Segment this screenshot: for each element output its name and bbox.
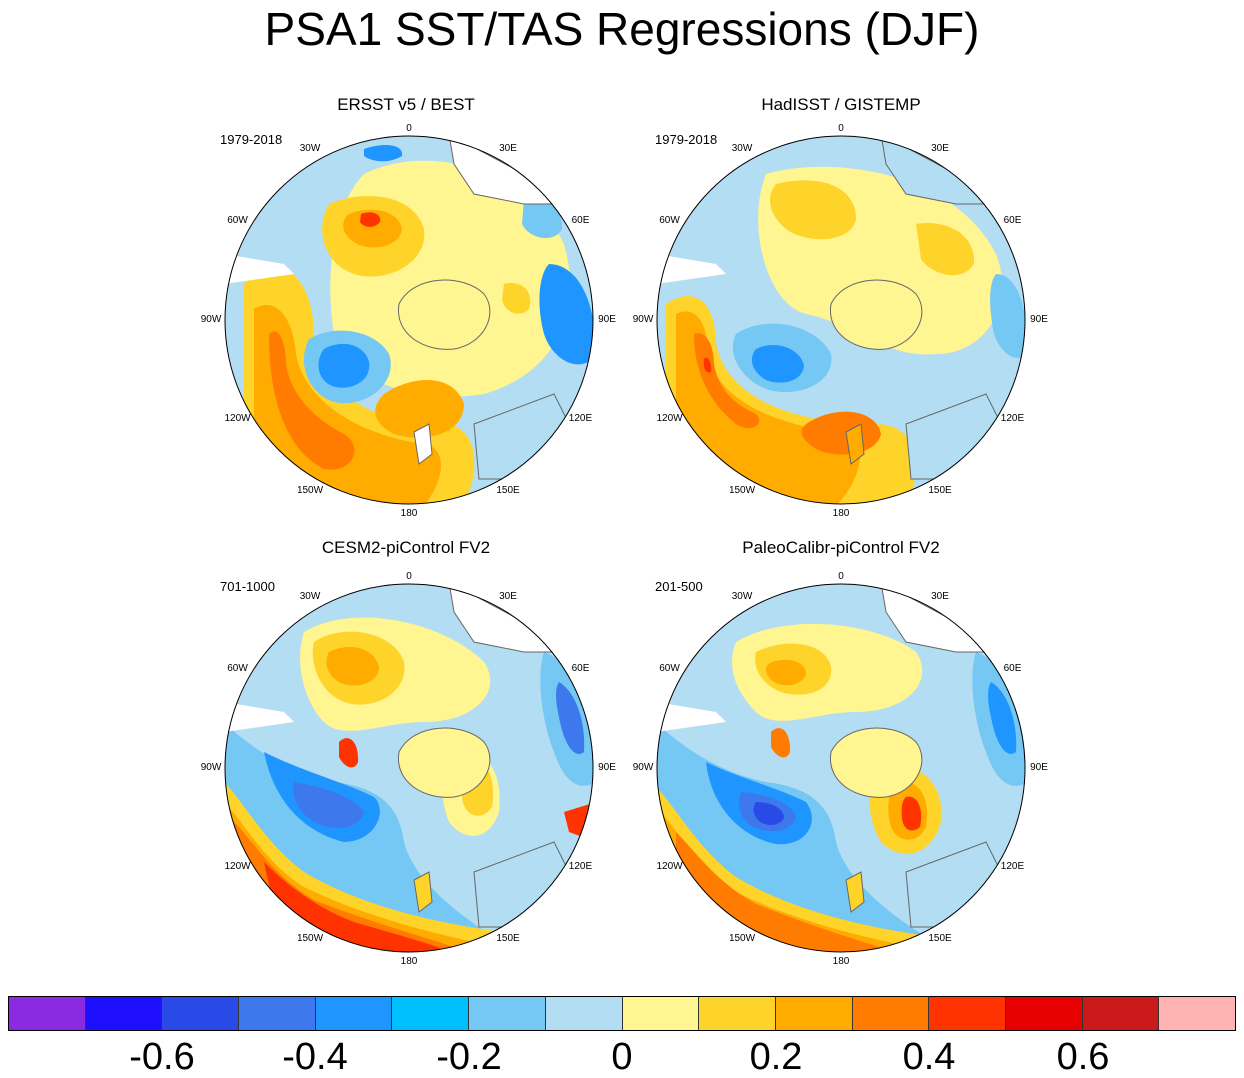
longitude-label: 60E [1003, 663, 1022, 674]
longitude-label: 150W [728, 485, 756, 497]
panel-4-title: PaleoCalibr-piControl FV2 [742, 538, 940, 557]
longitude-label: 0 [838, 571, 844, 582]
panel-1-title: ERSST v5 / BEST [337, 95, 475, 114]
polar-map-3 [224, 583, 594, 953]
colorbar-swatch [622, 997, 700, 1030]
panel-3-title: CESM2-piControl FV2 [321, 538, 491, 557]
longitude-label: 90W [632, 762, 654, 773]
colorbar-swatch [1159, 997, 1235, 1030]
polar-map-4 [656, 583, 1026, 953]
longitude-label: 150E [496, 933, 520, 945]
longitude-label: 120E [1000, 413, 1025, 424]
colorbar-label: -0.6 [129, 1036, 195, 1078]
panel-2-title: HadISST / GISTEMP [761, 95, 921, 114]
longitude-label: 60W [227, 663, 248, 674]
colorbar-swatch [392, 997, 470, 1030]
longitude-label: 90E [598, 314, 616, 325]
colorbar-swatch [852, 997, 930, 1030]
panel-4-period: 201-500 [655, 579, 703, 594]
longitude-label: 120E [1000, 861, 1025, 872]
colorbar-swatch [162, 997, 240, 1030]
longitude-label: 150W [296, 485, 324, 497]
colorbar-label: 0 [611, 1036, 633, 1078]
longitude-label: 60W [659, 215, 680, 226]
longitude-label: 90E [1030, 314, 1048, 325]
longitude-label: 90W [200, 762, 222, 773]
longitude-label: 0 [838, 123, 844, 134]
colorbar-label: 0.2 [749, 1036, 803, 1078]
colorbar-swatch [1005, 997, 1083, 1030]
colorbar [8, 996, 1236, 1031]
longitude-label: 90W [200, 314, 222, 325]
colorbar-label: 0.4 [902, 1036, 956, 1078]
colorbar-swatch [9, 997, 86, 1030]
longitude-label: 90W [632, 314, 654, 325]
longitude-label: 150E [928, 485, 952, 497]
longitude-label: 150E [928, 933, 952, 945]
longitude-label: 30E [931, 590, 949, 602]
longitude-label: 90E [598, 762, 616, 773]
longitude-label: 120W [224, 413, 251, 424]
colorbar-swatch [929, 997, 1006, 1030]
longitude-label: 120W [224, 861, 251, 872]
longitude-label: 120W [656, 861, 683, 872]
longitude-label: 60E [571, 663, 590, 674]
longitude-label: 150W [728, 933, 756, 945]
longitude-label: 60W [659, 663, 680, 674]
polar-map-2 [656, 135, 1026, 505]
longitude-label: 30E [499, 590, 517, 602]
longitude-label: 120E [568, 861, 593, 872]
panel-1-period: 1979-2018 [220, 132, 283, 147]
longitude-label: 180 [832, 508, 850, 519]
colorbar-swatch [85, 997, 163, 1030]
longitude-label: 30W [299, 142, 321, 154]
longitude-label: 120W [656, 413, 683, 424]
colorbar-swatch [1082, 997, 1160, 1030]
panel-3-period: 701-1000 [220, 579, 275, 594]
colorbar-swatch [699, 997, 776, 1030]
longitude-label: 30W [731, 142, 753, 154]
colorbar-swatch [315, 997, 393, 1030]
longitude-label: 180 [400, 956, 418, 967]
longitude-label: 180 [832, 956, 850, 967]
longitude-label: 30E [499, 142, 517, 154]
figure-title: PSA1 SST/TAS Regressions (DJF) [264, 3, 980, 55]
longitude-label: 120E [568, 413, 593, 424]
longitude-label: 0 [406, 123, 412, 134]
colorbar-swatch [469, 997, 546, 1030]
colorbar-label: -0.2 [436, 1036, 502, 1078]
longitude-label: 60W [227, 215, 248, 226]
longitude-label: 180 [400, 508, 418, 519]
colorbar-swatch [239, 997, 316, 1030]
colorbar-swatch [545, 997, 623, 1030]
panel-2-period: 1979-2018 [655, 132, 718, 147]
colorbar-swatch [775, 997, 853, 1030]
longitude-label: 60E [1003, 215, 1022, 226]
polar-map-1 [224, 135, 594, 505]
longitude-label: 30W [299, 590, 321, 602]
colorbar-label: -0.4 [282, 1036, 348, 1078]
longitude-label: 30W [731, 590, 753, 602]
longitude-label: 150W [296, 933, 324, 945]
longitude-label: 0 [406, 571, 412, 582]
colorbar-label: 0.6 [1056, 1036, 1110, 1078]
longitude-label: 30E [931, 142, 949, 154]
longitude-label: 60E [571, 215, 590, 226]
longitude-label: 90E [1030, 762, 1048, 773]
longitude-label: 150E [496, 485, 520, 497]
